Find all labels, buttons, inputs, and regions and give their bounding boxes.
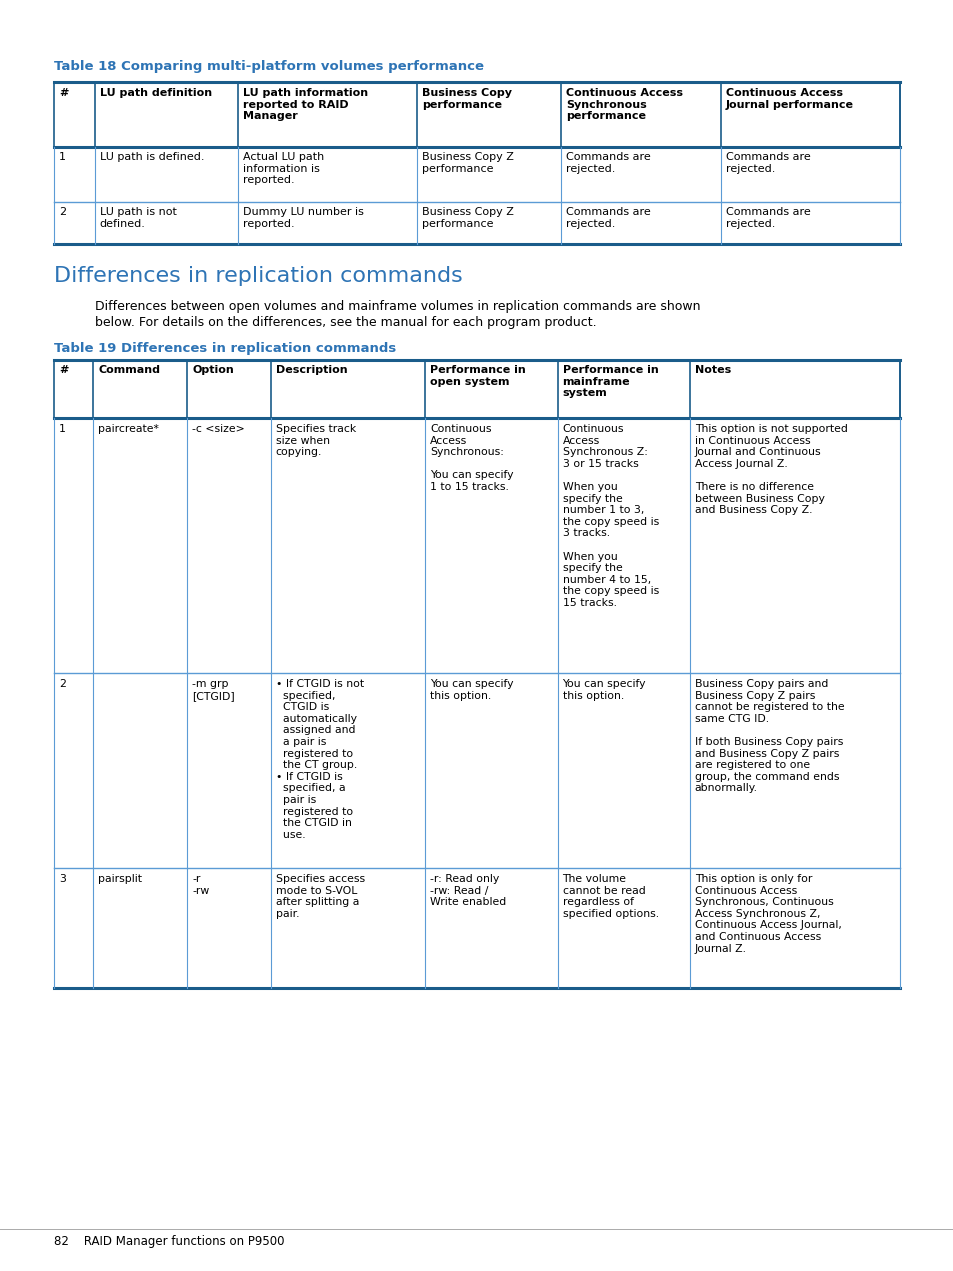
Text: Notes: Notes	[694, 365, 730, 375]
Text: 82    RAID Manager functions on P9500: 82 RAID Manager functions on P9500	[54, 1235, 284, 1248]
Text: • If CTGID is not
  specified,
  CTGID is
  automatically
  assigned and
  a pai: • If CTGID is not specified, CTGID is au…	[275, 679, 363, 840]
Text: Actual LU path
information is
reported.: Actual LU path information is reported.	[243, 153, 324, 186]
Text: Table 19 Differences in replication commands: Table 19 Differences in replication comm…	[54, 342, 395, 355]
Text: You can specify
this option.: You can specify this option.	[430, 679, 514, 700]
Text: 1: 1	[59, 153, 66, 161]
Text: paircreate*: paircreate*	[98, 425, 159, 433]
Text: Continuous
Access
Synchronous Z:
3 or 15 tracks

When you
specify the
number 1 t: Continuous Access Synchronous Z: 3 or 15…	[562, 425, 659, 608]
Text: Continuous Access
Synchronous
performance: Continuous Access Synchronous performanc…	[565, 88, 682, 121]
Text: -r: Read only
-rw: Read /
Write enabled: -r: Read only -rw: Read / Write enabled	[430, 874, 506, 907]
Text: Specifies access
mode to S-VOL
after splitting a
pair.: Specifies access mode to S-VOL after spl…	[275, 874, 364, 919]
Text: LU path is not
defined.: LU path is not defined.	[100, 207, 176, 229]
Text: The volume
cannot be read
regardless of
specified options.: The volume cannot be read regardless of …	[562, 874, 658, 919]
Text: #: #	[59, 88, 69, 98]
Text: Command: Command	[98, 365, 160, 375]
Text: Business Copy Z
performance: Business Copy Z performance	[422, 207, 514, 229]
Text: Business Copy Z
performance: Business Copy Z performance	[422, 153, 514, 174]
Text: LU path definition: LU path definition	[100, 88, 212, 98]
Text: 2: 2	[59, 207, 66, 217]
Text: Table 18 Comparing multi-platform volumes performance: Table 18 Comparing multi-platform volume…	[54, 60, 483, 72]
Text: 3: 3	[59, 874, 66, 885]
Text: This option is only for
Continuous Access
Synchronous, Continuous
Access Synchro: This option is only for Continuous Acces…	[694, 874, 841, 953]
Text: 1: 1	[59, 425, 66, 433]
Text: This option is not supported
in Continuous Access
Journal and Continuous
Access : This option is not supported in Continuo…	[694, 425, 847, 515]
Text: #: #	[59, 365, 69, 375]
Text: Continuous Access
Journal performance: Continuous Access Journal performance	[725, 88, 853, 109]
Text: You can specify
this option.: You can specify this option.	[562, 679, 645, 700]
Text: Business Copy pairs and
Business Copy Z pairs
cannot be registered to the
same C: Business Copy pairs and Business Copy Z …	[694, 679, 843, 793]
Text: below. For details on the differences, see the manual for each program product.: below. For details on the differences, s…	[95, 316, 596, 329]
Text: -m grp
[CTGID]: -m grp [CTGID]	[193, 679, 234, 700]
Text: -c <size>: -c <size>	[193, 425, 245, 433]
Text: Business Copy
performance: Business Copy performance	[422, 88, 512, 109]
Text: Description: Description	[275, 365, 347, 375]
Text: pairsplit: pairsplit	[98, 874, 142, 885]
Text: -r
-rw: -r -rw	[193, 874, 210, 896]
Text: Commands are
rejected.: Commands are rejected.	[565, 153, 650, 174]
Text: Specifies track
size when
copying.: Specifies track size when copying.	[275, 425, 355, 458]
Text: Differences in replication commands: Differences in replication commands	[54, 266, 462, 286]
Text: Continuous
Access
Synchronous:

You can specify
1 to 15 tracks.: Continuous Access Synchronous: You can s…	[430, 425, 514, 492]
Text: Differences between open volumes and mainframe volumes in replication commands a: Differences between open volumes and mai…	[95, 300, 700, 313]
Text: Option: Option	[193, 365, 233, 375]
Text: LU path information
reported to RAID
Manager: LU path information reported to RAID Man…	[243, 88, 368, 121]
Text: Commands are
rejected.: Commands are rejected.	[725, 153, 810, 174]
Text: Commands are
rejected.: Commands are rejected.	[565, 207, 650, 229]
Text: LU path is defined.: LU path is defined.	[100, 153, 204, 161]
Text: Dummy LU number is
reported.: Dummy LU number is reported.	[243, 207, 364, 229]
Text: Performance in
mainframe
system: Performance in mainframe system	[562, 365, 658, 398]
Text: 2: 2	[59, 679, 66, 689]
Text: Performance in
open system: Performance in open system	[430, 365, 525, 386]
Text: Commands are
rejected.: Commands are rejected.	[725, 207, 810, 229]
